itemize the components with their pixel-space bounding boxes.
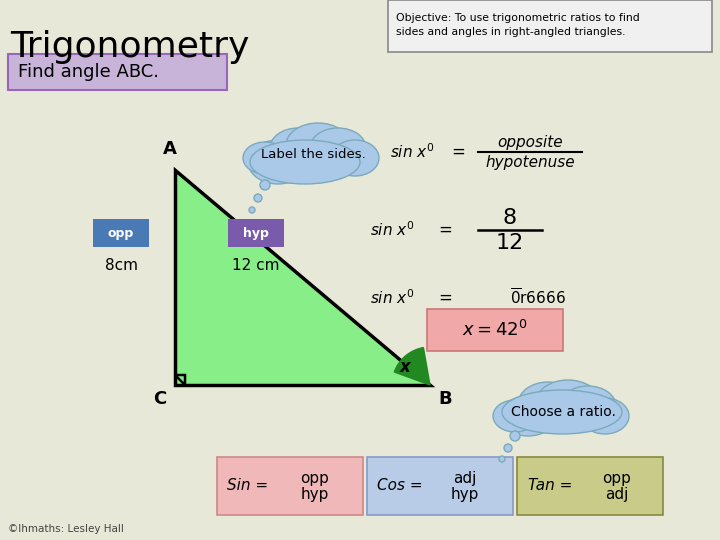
Text: Label the sides.: Label the sides. (261, 148, 365, 161)
FancyBboxPatch shape (93, 219, 149, 247)
Text: opposite: opposite (498, 134, 563, 150)
Ellipse shape (581, 398, 629, 434)
Text: opp: opp (108, 226, 134, 240)
Text: hyp: hyp (451, 488, 480, 503)
Circle shape (254, 194, 262, 202)
Text: adj: adj (454, 470, 477, 485)
Wedge shape (395, 348, 430, 385)
Text: opp: opp (603, 470, 631, 485)
Text: opp: opp (300, 470, 330, 485)
Text: Cos =: Cos = (377, 478, 423, 494)
FancyBboxPatch shape (228, 219, 284, 247)
Text: hypotenuse: hypotenuse (485, 156, 575, 171)
Ellipse shape (310, 128, 366, 168)
FancyBboxPatch shape (8, 54, 227, 90)
Text: Tan =: Tan = (528, 478, 572, 494)
Ellipse shape (250, 140, 360, 184)
Ellipse shape (502, 390, 622, 434)
Text: $x = 42^0$: $x = 42^0$ (462, 320, 528, 340)
Text: Sin =: Sin = (228, 478, 269, 494)
Ellipse shape (493, 400, 537, 432)
Text: adj: adj (606, 488, 629, 503)
FancyBboxPatch shape (517, 457, 663, 515)
FancyBboxPatch shape (427, 309, 563, 351)
Ellipse shape (243, 142, 287, 174)
Text: $\overline{0}$r6666: $\overline{0}$r6666 (510, 288, 566, 308)
Text: $\mathit{sin}\ x^0$: $\mathit{sin}\ x^0$ (390, 143, 435, 161)
FancyBboxPatch shape (217, 457, 363, 515)
Circle shape (249, 207, 255, 213)
Text: =: = (451, 143, 465, 161)
Ellipse shape (536, 380, 600, 424)
Text: hyp: hyp (301, 488, 329, 503)
Text: 12: 12 (496, 233, 524, 253)
Ellipse shape (286, 123, 350, 167)
Text: =: = (438, 221, 452, 239)
Text: x: x (400, 358, 410, 376)
Text: Trigonometry: Trigonometry (10, 30, 249, 64)
Text: $\mathit{sin}\ x^0$: $\mathit{sin}\ x^0$ (370, 289, 415, 307)
Text: B: B (438, 390, 452, 408)
Polygon shape (175, 170, 430, 385)
Circle shape (499, 456, 505, 462)
Ellipse shape (500, 396, 556, 436)
Text: Find angle ABC.: Find angle ABC. (18, 63, 159, 81)
Text: 12 cm: 12 cm (233, 258, 280, 273)
Text: hyp: hyp (243, 226, 269, 240)
Circle shape (260, 180, 270, 190)
Text: C: C (153, 390, 166, 408)
Ellipse shape (270, 128, 326, 168)
FancyBboxPatch shape (367, 457, 513, 515)
FancyBboxPatch shape (388, 0, 712, 52)
Text: =: = (438, 289, 452, 307)
Circle shape (510, 431, 520, 441)
Text: Choose a ratio.: Choose a ratio. (510, 405, 616, 419)
Ellipse shape (518, 382, 578, 426)
Text: A: A (163, 140, 177, 158)
Text: ©lhmaths: Lesley Hall: ©lhmaths: Lesley Hall (8, 524, 124, 534)
Ellipse shape (560, 386, 616, 426)
Text: 8: 8 (503, 208, 517, 228)
Circle shape (504, 444, 512, 452)
Ellipse shape (248, 140, 308, 184)
Text: Objective: To use trigonometric ratios to find
sides and angles in right-angled : Objective: To use trigonometric ratios t… (396, 13, 640, 37)
Text: $\mathit{sin}\ x^0$: $\mathit{sin}\ x^0$ (370, 221, 415, 239)
Ellipse shape (331, 140, 379, 176)
Text: 8cm: 8cm (104, 258, 138, 273)
